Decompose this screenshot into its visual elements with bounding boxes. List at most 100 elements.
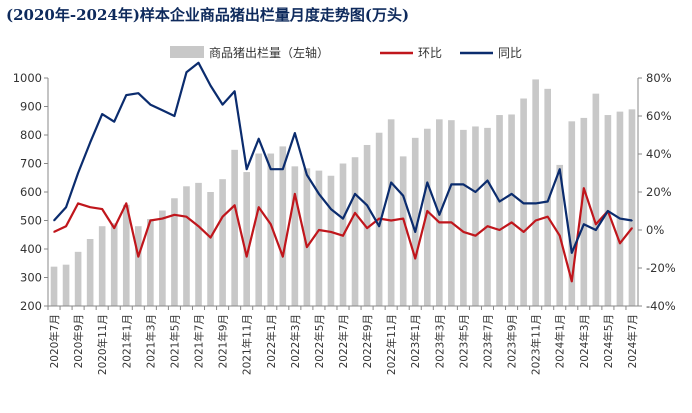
bar-5 bbox=[98, 226, 106, 306]
x-tick-label: 2021年11月 bbox=[241, 314, 254, 375]
bar-41 bbox=[532, 79, 539, 306]
yoy-point-24 bbox=[330, 208, 332, 210]
yoy-point-22 bbox=[306, 174, 308, 176]
mom-point-7 bbox=[125, 202, 128, 205]
yoy-point-40 bbox=[522, 202, 525, 205]
yoy-point-25 bbox=[342, 217, 344, 220]
mom-point-39 bbox=[510, 221, 513, 224]
yoy-point-39 bbox=[510, 193, 513, 195]
yoy-point-34 bbox=[450, 183, 453, 186]
x-tick-label: 2024年3月 bbox=[578, 314, 591, 368]
right-tick-label: 40% bbox=[646, 147, 672, 161]
yoy-point-43 bbox=[558, 168, 561, 170]
mom-point-10 bbox=[161, 217, 164, 220]
x-tick-label: 2022年3月 bbox=[289, 314, 302, 368]
yoy-point-19 bbox=[269, 168, 272, 170]
mom-point-30 bbox=[402, 217, 405, 220]
bar-35 bbox=[460, 129, 467, 306]
bar-49 bbox=[628, 109, 636, 306]
mom-point-38 bbox=[498, 229, 501, 231]
right-tick-label: 80% bbox=[646, 71, 672, 85]
yoy-point-32 bbox=[426, 181, 429, 184]
yoy-point-42 bbox=[546, 200, 549, 203]
left-tick-label: 200 bbox=[20, 299, 42, 313]
mom-point-24 bbox=[330, 231, 332, 233]
right-tick-label: 0% bbox=[646, 223, 664, 237]
yoy-point-27 bbox=[366, 204, 368, 207]
yoy-point-30 bbox=[402, 195, 405, 197]
bar-27 bbox=[363, 144, 371, 306]
x-tick-label: 2020年7月 bbox=[48, 314, 61, 368]
bar-series bbox=[50, 79, 636, 307]
bar-42 bbox=[544, 88, 551, 306]
left-tick-label: 300 bbox=[20, 271, 42, 285]
yoy-point-16 bbox=[233, 90, 236, 93]
mom-point-28 bbox=[378, 217, 380, 220]
mom-point-13 bbox=[197, 225, 200, 227]
bar-39 bbox=[508, 114, 515, 306]
yoy-point-17 bbox=[245, 168, 248, 170]
left-tick-label: 600 bbox=[20, 185, 42, 199]
mom-point-20 bbox=[282, 255, 284, 258]
x-tick-label: 2021年9月 bbox=[217, 314, 230, 368]
mom-point-35 bbox=[462, 231, 465, 233]
bar-7 bbox=[122, 204, 130, 306]
yoy-point-2 bbox=[65, 206, 67, 208]
bar-15 bbox=[219, 179, 226, 306]
yoy-point-44 bbox=[570, 252, 573, 254]
mom-point-27 bbox=[366, 227, 368, 229]
left-tick-label: 800 bbox=[20, 128, 42, 142]
chart-title: (2020年-2024年)样本企业商品猪出栏量月度走势图(万头) bbox=[6, 6, 410, 24]
x-tick-label: 2021年3月 bbox=[144, 314, 157, 368]
x-tick-label: 2023年7月 bbox=[481, 314, 494, 368]
bar-26 bbox=[351, 157, 359, 306]
bar-30 bbox=[399, 156, 407, 307]
yoy-point-10 bbox=[161, 109, 164, 112]
mom-point-16 bbox=[233, 204, 236, 207]
bar-19 bbox=[267, 153, 275, 306]
x-tick-label: 2022年5月 bbox=[313, 314, 326, 368]
yoy-point-47 bbox=[607, 210, 609, 212]
bar-20 bbox=[279, 146, 287, 306]
x-tick-label: 2023年5月 bbox=[457, 314, 470, 368]
bar-4 bbox=[86, 239, 94, 306]
bar-37 bbox=[484, 127, 491, 307]
x-tick-label: 2023年9月 bbox=[506, 314, 519, 368]
x-tick-label: 2020年9月 bbox=[72, 314, 85, 368]
yoy-point-28 bbox=[378, 225, 380, 227]
mom-point-37 bbox=[486, 225, 489, 227]
x-tick-label: 2021年1月 bbox=[120, 314, 133, 368]
mom-point-2 bbox=[65, 225, 67, 227]
mom-point-42 bbox=[546, 215, 549, 218]
legend-swatch-bar bbox=[170, 46, 204, 58]
x-tick-label: 2024年5月 bbox=[602, 314, 615, 368]
yoy-point-4 bbox=[89, 141, 91, 144]
yoy-point-29 bbox=[390, 181, 392, 184]
mom-point-48 bbox=[619, 242, 621, 245]
right-tick-label: -40% bbox=[646, 299, 676, 313]
mom-point-4 bbox=[89, 206, 91, 208]
bar-46 bbox=[592, 93, 600, 306]
mom-point-40 bbox=[522, 231, 525, 233]
mom-point-41 bbox=[534, 219, 537, 222]
legend-label-bar: 商品猪出栏量（左轴） bbox=[209, 45, 329, 60]
x-tick-label: 2021年5月 bbox=[168, 314, 181, 368]
yoy-point-38 bbox=[498, 200, 501, 203]
yoy-point-37 bbox=[486, 179, 489, 182]
mom-point-6 bbox=[113, 227, 116, 229]
legend-label-mom: 环比 bbox=[418, 46, 442, 60]
yoy-point-36 bbox=[474, 191, 477, 193]
mom-point-32 bbox=[426, 210, 429, 212]
yoy-point-6 bbox=[113, 120, 116, 123]
bar-6 bbox=[110, 223, 118, 306]
bar-14 bbox=[207, 192, 214, 306]
yoy-point-46 bbox=[595, 229, 597, 231]
legend: 商品猪出栏量（左轴） 环比 同比 bbox=[170, 45, 522, 60]
bar-16 bbox=[231, 149, 238, 306]
bar-24 bbox=[327, 175, 335, 306]
mom-point-33 bbox=[438, 221, 441, 224]
mom-point-3 bbox=[77, 202, 79, 205]
yoy-point-33 bbox=[438, 214, 441, 216]
yoy-point-1 bbox=[53, 219, 55, 222]
